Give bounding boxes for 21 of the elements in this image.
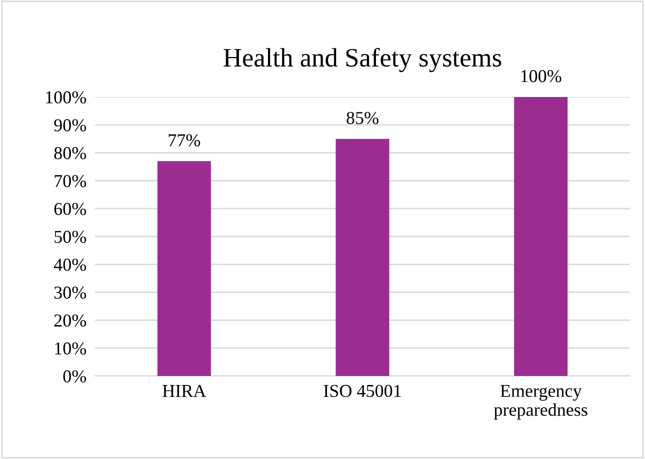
y-tick-label: 20% [54,314,86,327]
data-label: 100% [521,70,562,82]
bar [514,97,568,376]
bar [157,161,211,376]
bar [336,138,390,376]
y-tick-label: 30% [54,286,86,299]
y-tick-label: 70% [54,174,86,188]
chart-title: Health and Safety systems [224,48,502,72]
y-tick-label: 80% [54,147,86,160]
x-tick-label: HIRA [162,384,206,397]
y-tick-label: 90% [54,119,86,132]
data-label: 77% [168,134,200,146]
x-tick-label: ISO 45001 [324,384,401,398]
y-tick-label: 60% [54,202,86,216]
y-tick-label: 100% [46,91,86,104]
x-tick-label: Emergency preparedness [494,384,588,420]
y-tick-label: 50% [54,230,86,243]
data-label: 85% [346,112,378,124]
y-tick-label: 0% [63,370,86,382]
y-tick-label: 10% [55,342,86,355]
y-tick-label: 40% [54,258,86,271]
